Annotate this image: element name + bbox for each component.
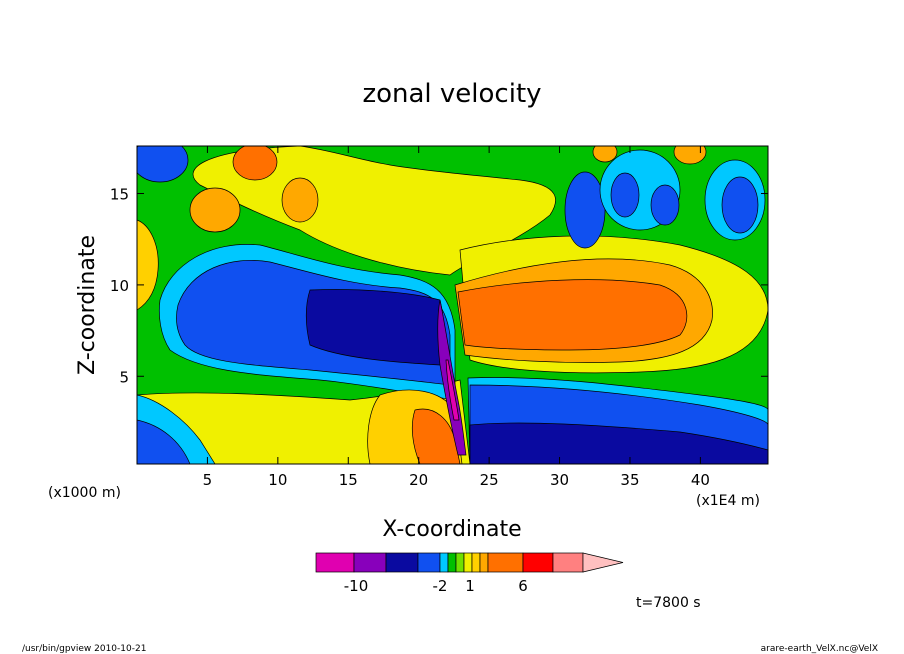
colorbar-segment	[552, 552, 584, 573]
x-tick-label: 10	[268, 471, 287, 489]
colorbar	[315, 552, 624, 573]
colorbar-segment	[471, 552, 481, 573]
x-axis-unit: (x1E4 m)	[696, 493, 760, 509]
upper-blob-blue-farright	[721, 176, 759, 234]
colorbar-segment	[315, 552, 355, 573]
y-axis-unit: (x1000 m)	[48, 485, 121, 501]
x-tick-label: 30	[550, 471, 569, 489]
colorbar-extension	[582, 552, 624, 573]
x-tick-label: 15	[339, 471, 358, 489]
colorbar-segment	[522, 552, 554, 573]
y-axis-label: Z-coordinate	[75, 235, 100, 375]
colorbar-segment	[439, 552, 449, 573]
positive-jet-core	[457, 279, 688, 351]
plot-area: 5 10 15 20 25 30 35 40 5 10 15	[110, 145, 769, 489]
negative-surface-core	[469, 422, 768, 464]
x-tick-label: 25	[480, 471, 499, 489]
colorbar-ticks: -10 -2 1 6	[344, 577, 528, 595]
x-tick-label: 5	[203, 471, 213, 489]
colorbar-segment	[455, 552, 465, 573]
time-label: t=7800 s	[636, 595, 701, 611]
upper-blob-orange-left	[189, 187, 241, 233]
positive-surface-core	[411, 408, 461, 464]
colorbar-segment	[353, 552, 387, 573]
upper-blob-orange-top	[232, 146, 278, 181]
colorbar-segment	[417, 552, 441, 573]
colorbar-segment	[487, 552, 524, 573]
plot-frame	[136, 145, 769, 465]
footer-left: /usr/bin/gpview 2010-10-21	[22, 644, 146, 654]
colorbar-segment	[447, 552, 457, 573]
shear-line-magenta	[445, 359, 460, 421]
colorbar-segment	[385, 552, 419, 573]
x-tick-label: 35	[620, 471, 639, 489]
upper-blob-blue-right-1	[564, 171, 606, 249]
upper-blob-blue-right-2	[610, 172, 640, 218]
upper-blob-orange-right	[673, 146, 707, 165]
upper-blob-blue-right-3	[650, 184, 680, 226]
upper-blob-orange-right-2	[592, 146, 618, 163]
x-tick-label: 40	[691, 471, 710, 489]
y-tick-label: 10	[110, 277, 129, 295]
upper-blob-blue-left	[137, 146, 189, 183]
y-tick-label: 15	[110, 186, 129, 204]
y-tick-label: 5	[119, 368, 129, 386]
colorbar-tick-label: 6	[518, 577, 528, 595]
upper-blob-orange-mid	[281, 177, 319, 223]
colorbar-tick-label: -10	[344, 577, 369, 595]
colorbar-segment	[479, 552, 489, 573]
footer-right: arare-earth_VelX.nc@VelX	[761, 644, 878, 654]
x-axis-ticks: 5 10 15 20 25 30 35 40	[203, 146, 710, 489]
colorbar-tick-label: -2	[433, 577, 448, 595]
y-axis-ticks: 5 10 15	[110, 186, 768, 386]
colorbar-segment	[463, 552, 473, 573]
shear-line-purple	[437, 299, 467, 456]
field-yellow-left	[137, 219, 159, 311]
x-tick-label: 20	[409, 471, 428, 489]
colorbar-tick-label: 1	[465, 577, 475, 595]
x-axis-label: X-coordinate	[382, 517, 521, 542]
chart-title: zonal velocity	[362, 79, 541, 109]
